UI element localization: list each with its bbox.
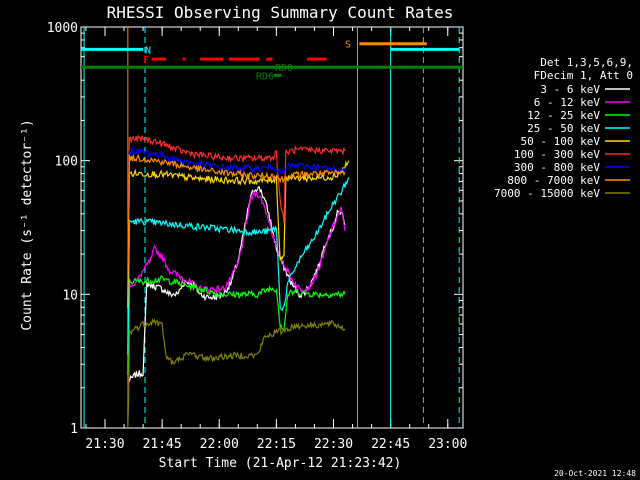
y-tick-label: 10: [62, 288, 78, 303]
x-tick-label: 22:30: [314, 437, 353, 452]
legend-entry-label: 7000 - 15000 keV: [494, 187, 600, 200]
x-tick-label: 21:45: [143, 437, 182, 452]
flag-label: S: [345, 40, 351, 51]
series-line: [127, 134, 346, 274]
y-tick-label: 100: [55, 155, 78, 170]
legend-header: Det 1,3,5,6,9,: [540, 56, 633, 69]
plot-frame: [80, 26, 464, 429]
series-line: [127, 275, 346, 376]
legend-entry-label: 300 - 800 keV: [514, 161, 600, 174]
series-line: [127, 318, 346, 429]
x-tick-label: 23:00: [428, 437, 467, 452]
legend-entry-label: 50 - 100 keV: [521, 135, 601, 148]
flag-label: F: [143, 55, 149, 66]
flag-label: RD0: [275, 63, 293, 74]
legend-entry-label: 800 - 7000 keV: [507, 174, 600, 187]
series-line: [127, 160, 350, 309]
series-line: [127, 191, 346, 421]
legend-entry-label: 25 - 50 keV: [527, 122, 600, 135]
flag-label: N: [145, 45, 151, 56]
legend-entry-label: 6 - 12 keV: [534, 96, 601, 109]
legend-header: FDecim 1, Att 0: [534, 69, 633, 82]
chart-title: RHESSI Observing Summary Count Rates: [107, 3, 454, 22]
x-axis-label: Start Time (21-Apr-12 21:23:42): [159, 456, 402, 471]
x-tick-label: 22:00: [200, 437, 239, 452]
legend-entry-label: 100 - 300 keV: [514, 148, 600, 161]
footer-timestamp: 20-Oct-2021 12:48: [554, 469, 636, 478]
flag-label: RD6: [256, 71, 274, 82]
x-tick-label: 22:15: [257, 437, 296, 452]
legend-entry-label: 12 - 25 keV: [527, 109, 600, 122]
y-tick-label: 1: [70, 422, 78, 437]
series-line: [127, 153, 346, 298]
legend-entry-label: 3 - 6 keV: [540, 83, 600, 96]
y-tick-label: 1000: [47, 21, 78, 36]
x-tick-label: 21:30: [85, 437, 124, 452]
y-axis-label: Count Rate (s⁻¹ detector⁻¹): [20, 119, 35, 330]
series-line: [127, 146, 346, 281]
x-tick-label: 22:45: [371, 437, 410, 452]
series-line: [127, 177, 350, 356]
